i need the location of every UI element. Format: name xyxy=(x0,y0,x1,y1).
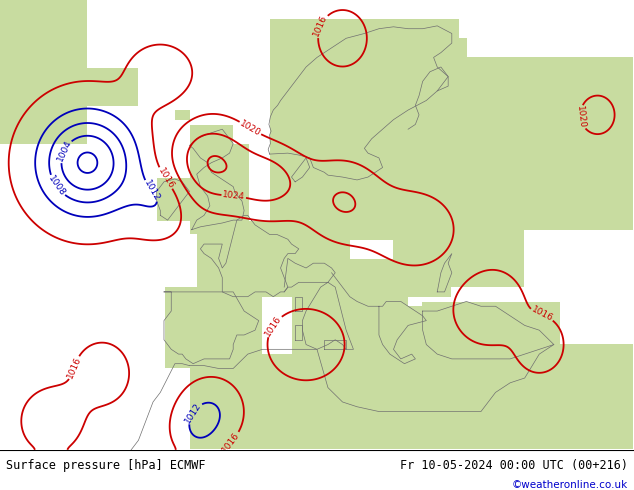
Text: 1016: 1016 xyxy=(312,14,329,38)
Text: Surface pressure [hPa] ECMWF: Surface pressure [hPa] ECMWF xyxy=(6,459,206,471)
Text: 1020: 1020 xyxy=(575,105,586,129)
Text: 1016: 1016 xyxy=(65,355,82,380)
Text: 1016: 1016 xyxy=(529,305,554,324)
Text: 1016: 1016 xyxy=(156,166,176,190)
Text: 1012: 1012 xyxy=(183,400,203,425)
Text: ©weatheronline.co.uk: ©weatheronline.co.uk xyxy=(512,480,628,490)
Text: 1004: 1004 xyxy=(55,139,73,163)
Text: Fr 10-05-2024 00:00 UTC (00+216): Fr 10-05-2024 00:00 UTC (00+216) xyxy=(399,459,628,471)
Text: 1008: 1008 xyxy=(46,174,67,198)
Text: 1016: 1016 xyxy=(221,430,242,454)
Text: 1016: 1016 xyxy=(263,314,283,338)
Text: 1012: 1012 xyxy=(143,178,162,203)
Text: 1024: 1024 xyxy=(222,190,245,202)
Text: 1020: 1020 xyxy=(238,119,262,138)
